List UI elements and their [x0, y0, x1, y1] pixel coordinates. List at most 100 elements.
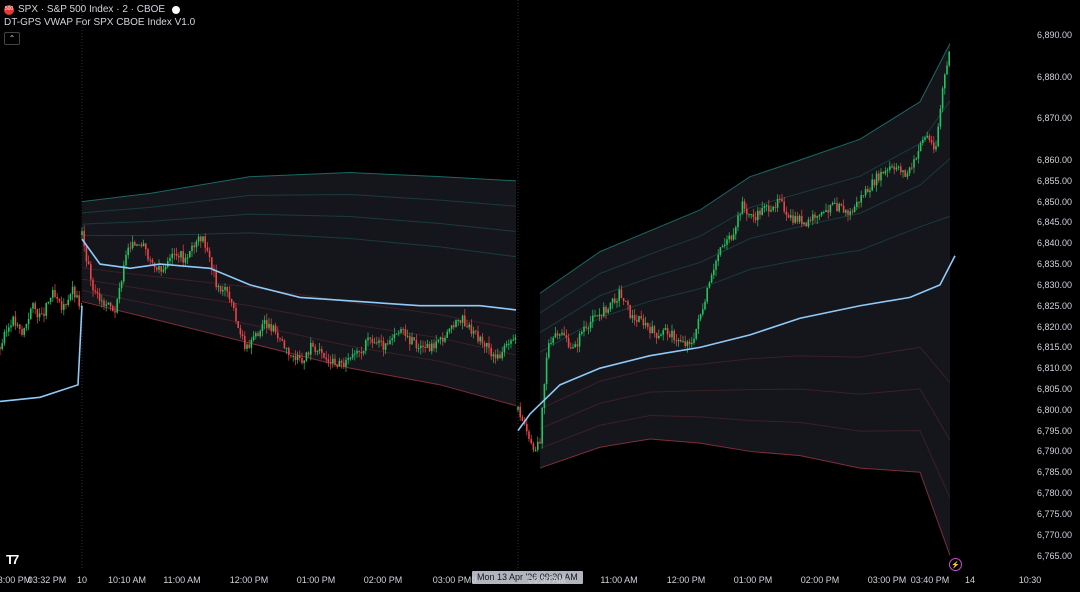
y-tick-label: 6,785.00 [1036, 467, 1072, 478]
candle [543, 384, 546, 408]
candle [464, 315, 466, 327]
candle [244, 336, 246, 349]
x-tick-label: 14 [964, 575, 976, 585]
candle [415, 340, 418, 349]
candle [814, 214, 816, 218]
candle [666, 328, 669, 335]
candle [444, 337, 446, 342]
y-tick-label: 6,815.00 [1036, 342, 1072, 353]
candle [215, 271, 217, 288]
candle [67, 299, 69, 305]
candle [356, 350, 358, 354]
candle [362, 350, 365, 354]
candle [307, 352, 310, 355]
candle [917, 151, 920, 159]
candle [530, 439, 532, 444]
candle [757, 210, 759, 221]
y-tick-label: 6,870.00 [1036, 113, 1072, 124]
candle [827, 210, 829, 213]
candle [930, 140, 933, 143]
candle [739, 214, 741, 216]
candle [900, 166, 902, 173]
session-3-inner-upper-band [539, 215, 951, 353]
candle [369, 337, 371, 339]
y-tick-label: 6,890.00 [1036, 30, 1072, 41]
candle [554, 333, 557, 338]
candle [343, 362, 345, 367]
candle [919, 142, 922, 152]
candle [145, 243, 147, 250]
candle [796, 216, 799, 222]
candle [673, 330, 675, 341]
candle [169, 258, 171, 262]
candle [490, 347, 492, 357]
candle [684, 341, 686, 347]
x-tick-label: 10:10 AM [107, 575, 147, 585]
candle [235, 307, 237, 322]
candle [792, 215, 794, 223]
candle [211, 257, 213, 270]
candle [710, 275, 713, 283]
candle [831, 203, 834, 205]
candle [541, 407, 543, 444]
candle [312, 342, 314, 347]
candle [611, 298, 614, 303]
candle [904, 170, 906, 177]
candle [545, 357, 548, 385]
candle [107, 302, 110, 305]
candle [479, 336, 481, 342]
candle [329, 361, 332, 364]
session-2-inner-upper-band [81, 194, 517, 214]
candle [809, 219, 812, 221]
candle [477, 331, 479, 342]
session-2-vwap-line [81, 238, 517, 311]
candle [378, 340, 380, 343]
candle [303, 360, 305, 364]
candle [358, 350, 360, 352]
candle [338, 360, 341, 367]
session-3-inner-upper-band [539, 158, 951, 334]
lightning-icon[interactable]: ⚡ [949, 558, 962, 571]
candle [941, 88, 944, 109]
candle [3, 332, 6, 344]
x-tick-label: 02:00 PM [363, 575, 403, 585]
x-tick-label: 09:30 AM [527, 575, 567, 585]
tradingview-logo-icon[interactable]: T7 [6, 552, 19, 567]
symbol-menu-icon[interactable] [172, 5, 181, 14]
candle [816, 216, 818, 218]
y-tick-label: 6,770.00 [1036, 529, 1072, 540]
candle [563, 332, 565, 336]
candle [459, 320, 462, 323]
candle [384, 343, 387, 350]
collapse-legend-button[interactable]: ⌃ [4, 32, 20, 45]
candle [483, 343, 486, 347]
candle [78, 295, 80, 307]
candle [587, 327, 590, 329]
candle [776, 198, 779, 208]
candle [156, 267, 158, 270]
candle [889, 166, 891, 170]
candle [123, 265, 125, 282]
candle [426, 343, 429, 348]
indicator-title[interactable]: DT-GPS VWAP For SPX CBOE Index V1.0 [4, 17, 196, 28]
candle [629, 305, 631, 318]
candle [680, 339, 682, 342]
spx-badge-icon[interactable]: 500 [4, 4, 14, 15]
candle [398, 332, 400, 334]
candle [642, 318, 645, 326]
candle [526, 423, 528, 432]
y-tick-label: 6,845.00 [1036, 217, 1072, 228]
candle [259, 331, 261, 337]
candle [519, 406, 521, 418]
candle [750, 214, 752, 216]
candle [277, 332, 279, 339]
y-tick-label: 6,840.00 [1036, 238, 1072, 249]
candle [895, 167, 898, 170]
candle [653, 326, 656, 334]
candle [660, 334, 662, 336]
candle [842, 205, 845, 213]
symbol-title[interactable]: SPX · S&P 500 Index · 2 · CBOE [18, 4, 166, 15]
candle [413, 337, 415, 341]
candle [16, 324, 19, 326]
